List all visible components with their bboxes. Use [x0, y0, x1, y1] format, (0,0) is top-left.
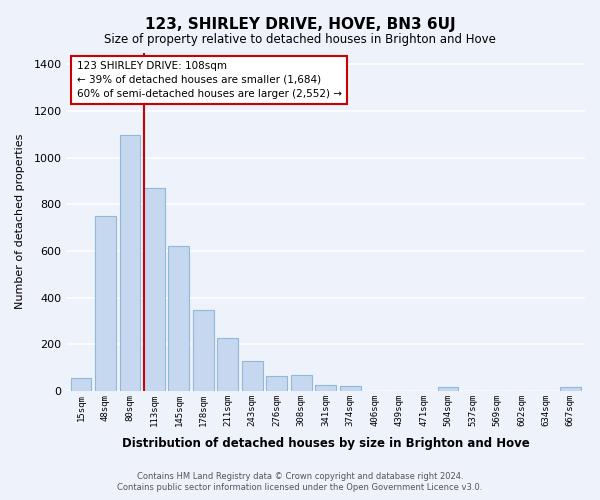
Bar — [560, 388, 581, 391]
Bar — [266, 376, 287, 391]
Bar — [242, 360, 263, 391]
Bar — [71, 378, 91, 391]
Bar — [193, 310, 214, 391]
Bar — [119, 136, 140, 391]
X-axis label: Distribution of detached houses by size in Brighton and Hove: Distribution of detached houses by size … — [122, 437, 530, 450]
Text: 123, SHIRLEY DRIVE, HOVE, BN3 6UJ: 123, SHIRLEY DRIVE, HOVE, BN3 6UJ — [145, 18, 455, 32]
Bar — [437, 388, 458, 391]
Bar — [95, 216, 116, 391]
Text: 123 SHIRLEY DRIVE: 108sqm
← 39% of detached houses are smaller (1,684)
60% of se: 123 SHIRLEY DRIVE: 108sqm ← 39% of detac… — [77, 61, 341, 99]
Bar — [217, 338, 238, 391]
Text: Size of property relative to detached houses in Brighton and Hove: Size of property relative to detached ho… — [104, 32, 496, 46]
Bar — [169, 246, 189, 391]
Text: Contains HM Land Registry data © Crown copyright and database right 2024.
Contai: Contains HM Land Registry data © Crown c… — [118, 472, 482, 492]
Bar — [315, 385, 336, 391]
Bar — [144, 188, 165, 391]
Bar — [340, 386, 361, 391]
Y-axis label: Number of detached properties: Number of detached properties — [15, 134, 25, 310]
Bar — [291, 374, 311, 391]
